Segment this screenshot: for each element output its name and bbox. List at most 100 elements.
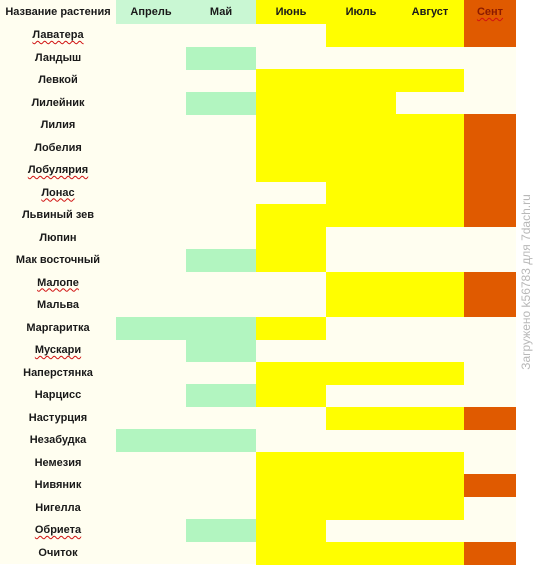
bloom-cell xyxy=(464,181,516,205)
bloom-cell xyxy=(396,69,464,92)
bloom-cell xyxy=(396,406,464,430)
bloom-cell xyxy=(256,451,326,475)
header-month-0: Апрель xyxy=(116,0,186,24)
plant-name: Мускари xyxy=(34,344,82,356)
bloom-cell xyxy=(186,46,256,70)
bloom-cell xyxy=(116,429,186,452)
bloom-cell xyxy=(186,316,256,340)
bloom-cell xyxy=(326,451,396,475)
bloom-cell xyxy=(396,294,464,317)
plant-name: Немезия xyxy=(34,456,82,469)
bloom-cell xyxy=(326,136,396,160)
bloom-cell xyxy=(326,496,396,520)
bloom-cell xyxy=(464,24,516,47)
plant-name: Малопе xyxy=(37,276,79,289)
bloom-cell xyxy=(396,181,464,205)
bloom-cell xyxy=(326,271,396,295)
bloom-cell xyxy=(256,136,326,160)
bloom-cell xyxy=(396,541,464,565)
plant-name: Ландыш xyxy=(34,51,82,64)
plant-name: Нарцисс xyxy=(34,389,82,401)
bloom-cell xyxy=(326,204,396,227)
plant-name: Лаватера xyxy=(32,29,84,41)
bloom-cell xyxy=(396,496,464,520)
bloom-cell xyxy=(326,181,396,205)
bloom-cell xyxy=(464,474,516,497)
bloom-cell xyxy=(396,204,464,227)
bloom-cell xyxy=(464,136,516,160)
bloom-cell xyxy=(256,69,326,92)
header-month-5: Сент xyxy=(464,0,516,24)
bloom-cell xyxy=(396,114,464,137)
bloom-cell xyxy=(326,361,396,385)
bloom-cell xyxy=(396,361,464,385)
bloom-cell xyxy=(464,204,516,227)
bloom-cell xyxy=(396,271,464,295)
bloom-cell xyxy=(326,406,396,430)
bloom-calendar-table: Название растения Апрель Май Июнь Июль Август… xyxy=(0,0,516,565)
bloom-cell xyxy=(256,159,326,182)
plant-name: Люпин xyxy=(39,231,77,244)
header-month-3: Июль xyxy=(326,0,396,24)
plant-name: Настурция xyxy=(28,411,88,424)
plant-name: Левкой xyxy=(38,74,78,86)
bloom-cell xyxy=(186,249,256,272)
bloom-cell xyxy=(256,114,326,137)
watermark-text: Загружено k56783 для 7dach.ru xyxy=(519,194,533,370)
bloom-cell xyxy=(396,136,464,160)
header-month-4: Август xyxy=(396,0,464,24)
bloom-cell xyxy=(396,159,464,182)
plant-name: Маргаритка xyxy=(26,321,90,334)
bloom-cell xyxy=(256,541,326,565)
plant-name: Лобелия xyxy=(34,141,82,154)
plant-name: Лонас xyxy=(41,186,75,199)
bloom-cell xyxy=(256,361,326,385)
bloom-cell xyxy=(256,316,326,340)
bloom-cell xyxy=(326,69,396,92)
plant-name: Нивяник xyxy=(34,479,82,491)
bloom-cell xyxy=(256,519,326,542)
bloom-cell xyxy=(186,429,256,452)
plant-name: Мальва xyxy=(37,299,79,311)
bloom-cell xyxy=(464,271,516,295)
bloom-cell xyxy=(186,384,256,407)
header-month-2: Июнь xyxy=(256,0,326,24)
plant-name: Нигелла xyxy=(35,501,81,514)
bloom-cell xyxy=(326,114,396,137)
bloom-cell xyxy=(256,226,326,250)
bloom-cell xyxy=(326,91,396,115)
bloom-cell xyxy=(256,91,326,115)
bloom-cell xyxy=(326,24,396,47)
bloom-cell xyxy=(256,249,326,272)
plant-name: Наперстянка xyxy=(23,366,93,379)
bloom-cell xyxy=(326,159,396,182)
plant-name: Мак восточный xyxy=(15,254,101,266)
bloom-cell xyxy=(256,474,326,497)
header-month-1: Май xyxy=(186,0,256,24)
bloom-cell xyxy=(396,474,464,497)
plant-name: Очиток xyxy=(38,546,78,559)
bloom-cell xyxy=(464,114,516,137)
bloom-cell xyxy=(186,91,256,115)
bloom-cell xyxy=(396,24,464,47)
bloom-cell xyxy=(464,159,516,182)
bloom-cell xyxy=(256,384,326,407)
bloom-cell xyxy=(116,316,186,340)
bloom-cell xyxy=(186,519,256,542)
bloom-cell xyxy=(464,294,516,317)
watermark: Загружено k56783 для 7dach.ru xyxy=(516,0,536,564)
header-plant-name: Название растения xyxy=(5,6,111,18)
plant-name: Незабудка xyxy=(29,434,87,446)
plant-name: Лилия xyxy=(40,119,76,131)
plant-name: Львиный зев xyxy=(21,209,95,221)
bloom-cell xyxy=(326,474,396,497)
bloom-cell xyxy=(256,496,326,520)
bloom-cell xyxy=(326,294,396,317)
bloom-cell xyxy=(464,406,516,430)
bloom-cell xyxy=(464,541,516,565)
plant-name: Обриета xyxy=(34,524,82,536)
bloom-cell xyxy=(326,541,396,565)
plant-name: Лобулярия xyxy=(27,164,89,176)
bloom-cell xyxy=(396,451,464,475)
bloom-cell xyxy=(186,339,256,362)
